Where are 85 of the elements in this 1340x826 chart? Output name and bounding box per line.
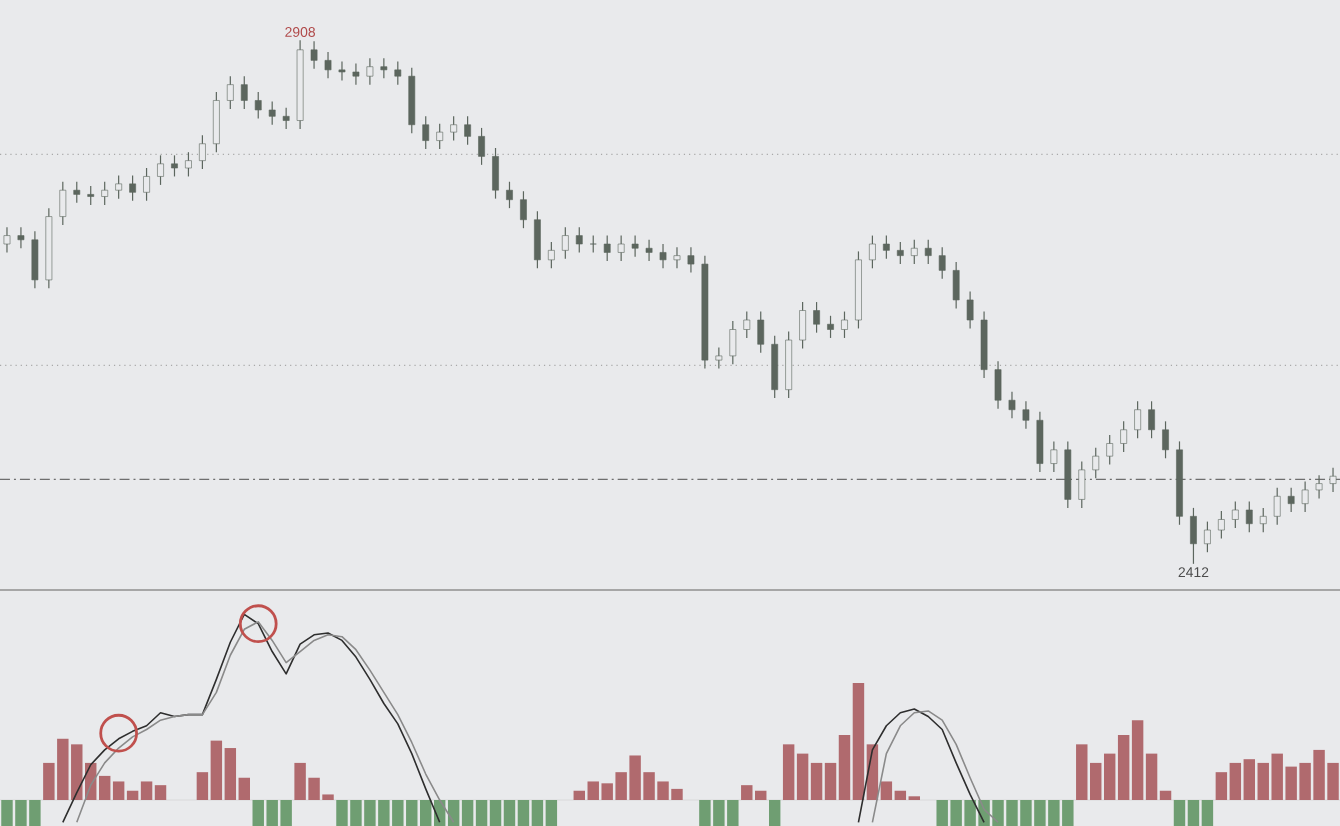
candlestick [1218,510,1225,540]
candlestick [240,75,248,110]
candlestick [450,115,458,142]
candlestick [129,174,136,202]
candlestick [185,151,192,178]
candlestick [869,234,876,269]
candlestick [422,115,430,150]
candlestick [799,301,806,350]
candlestick [715,346,723,370]
candlestick [324,51,332,79]
candlestick [771,335,779,399]
candlestick [617,234,625,262]
candlestick [1050,440,1058,473]
candlestick [924,239,932,265]
candlestick [366,57,374,86]
candlestick [645,239,653,262]
candlestick [282,107,290,130]
candlestick [1036,411,1044,473]
candlestick [226,75,234,110]
candlestick [631,234,639,258]
candlestick [59,181,67,226]
candlestick [575,226,583,254]
candlestick [534,210,541,269]
candlestick [338,60,346,82]
candlestick [492,147,499,200]
candlestick [1301,480,1309,513]
candlestick [841,310,848,339]
candlestick [254,91,262,120]
candlestick [310,40,318,70]
candlestick [743,310,751,339]
candlestick [1008,391,1016,419]
candlestick [394,60,402,86]
candlestick [1273,487,1281,526]
candlestick [994,360,1002,410]
candlestick [561,226,569,260]
candlestick [478,127,485,166]
candlestick [1231,500,1239,529]
candlestick [673,246,681,269]
candlestick [115,174,123,200]
candlestick [31,230,39,289]
candlestick [659,243,667,269]
candlestick [827,315,834,339]
candlestick [896,241,904,265]
candlestick [101,181,109,206]
candlestick [1092,447,1100,479]
candlestick [171,154,178,178]
candlestick [17,226,25,249]
candlestick [506,181,513,209]
candlestick [73,181,81,204]
candlestick [1204,521,1211,553]
candlestick [966,290,974,330]
candlestick [464,115,471,146]
candlestick [1106,434,1114,466]
candlestick [1259,507,1267,533]
candlestick [199,134,206,170]
candlestick [268,100,276,126]
candlestick [1245,500,1253,533]
candlestick [380,57,388,79]
candlestick [547,241,555,269]
candlestick [757,310,765,354]
candlestick [603,234,611,262]
candlestick [1315,474,1323,499]
candlestick [1190,507,1197,565]
candlestick [157,154,164,186]
candlestick [1287,487,1295,513]
candlestick [910,239,918,265]
bar [768,800,781,826]
candlestick [952,261,960,309]
candlestick [1134,400,1141,439]
candlestick [1120,420,1128,453]
candlestick [1148,400,1155,439]
candlestick [352,62,360,86]
candlestick [687,246,695,274]
candlestick [87,185,95,206]
candlestick [1078,460,1086,509]
candlestick [938,246,946,280]
candlestick [212,91,220,153]
candlestick [813,301,820,334]
candlestick [143,167,150,202]
candlestick [729,320,737,365]
candlestick [882,234,890,260]
candlestick [1162,420,1169,459]
candlestick [1022,400,1030,430]
candlestick [520,190,527,229]
candlestick [436,123,444,150]
